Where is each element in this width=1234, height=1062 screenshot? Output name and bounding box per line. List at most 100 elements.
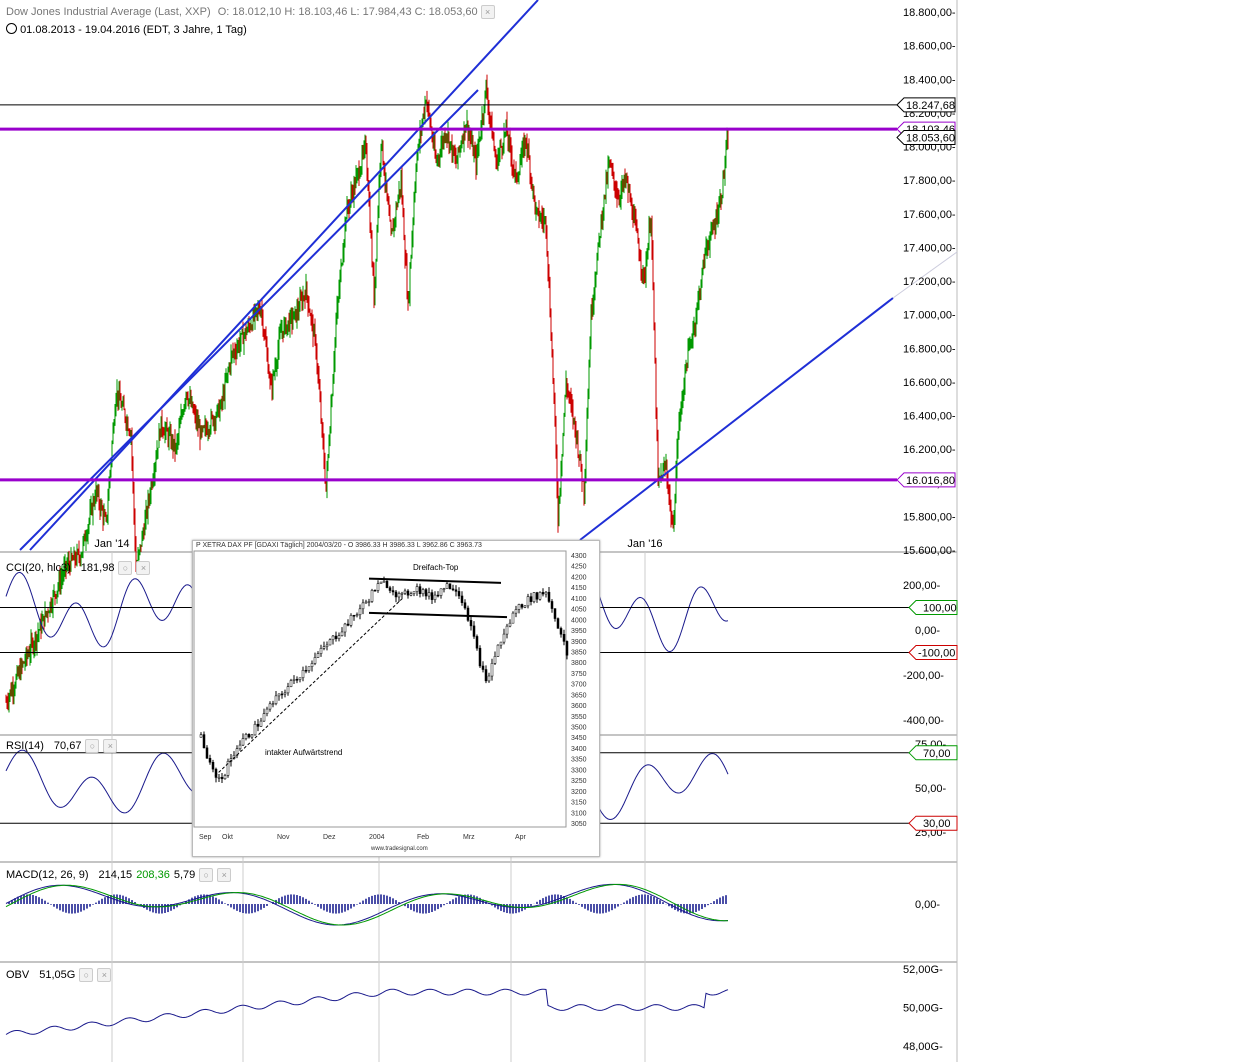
macd-value-2: 5,79 [173,869,196,881]
inset-bar-body [220,776,224,780]
inset-bar-body [544,591,548,595]
inset-bar-body [451,588,455,591]
inset-bar-body [379,581,383,584]
settings-icon[interactable]: ○ [85,739,100,753]
inset-x-tick: Okt [222,834,233,841]
inset-bar-body [268,703,272,710]
macd-title: MACD(12, 26, 9) 214,15 208,36 5,79 ○ × [6,868,232,882]
inset-bar-body [541,592,545,595]
close-icon[interactable]: × [217,868,232,882]
clock-icon [6,23,17,34]
settings-icon[interactable]: ○ [199,868,214,882]
inset-bar-body [202,734,206,749]
level-label-0: 18.247,68 [906,100,955,112]
obv-last-value: 51,05G [39,969,76,981]
inset-x-tick: Dez [323,834,336,841]
inset-bar-body [259,720,263,727]
inset-y-tick: 3250 [571,778,587,785]
rsi-label: RSI(14) [6,740,44,752]
inset-bar-body [511,612,515,624]
obv-pane[interactable] [5,988,729,1035]
inset-y-tick: 3100 [571,810,587,817]
inset-bar-body [358,608,362,616]
inset-x-tick: Nov [277,834,290,841]
inset-y-tick: 4150 [571,585,587,592]
inset-plot: 4300 4250 4200 4150 4100 4050 4000 3950 3900 3850… [193,550,587,852]
cci-level-badge [908,600,958,615]
inset-y-tick: 4050 [571,607,587,614]
rsi-level-label: 70,00 [923,748,951,760]
level-badge-3 [896,472,956,488]
date-range-row: 01.08.2013 - 19.04.2016 (EDT, 3 Jahre, 1… [6,22,247,36]
inset-bar-body [328,639,332,646]
inset-bar-body [199,734,203,738]
inset-bar-body [283,692,287,695]
x-tick-label: Jan '14 [94,538,129,550]
price-tick-label: 17.600,00- [903,209,956,221]
inset-x-tick: Mrz [463,834,475,841]
inset-bar-body [370,590,374,602]
settings-icon[interactable]: ○ [79,968,94,982]
cci-title: CCI(20, hlc3) 181,98 ○ × [6,561,151,575]
inset-bar-body [466,607,470,621]
pane-separators [0,0,958,1062]
inset-bar-body [490,663,494,677]
price-tick-label: 15.800,00- [903,511,956,523]
inset-y-tick: 3800 [571,660,587,667]
inset-x-tick: Apr [515,834,527,841]
inset-bar-body [538,592,542,600]
price-tick-label: 16.200,00- [903,444,956,456]
inset-bar-body [424,589,428,597]
close-icon[interactable]: × [136,561,151,575]
inset-bar-body [532,592,536,602]
inset-bar-body [526,596,530,607]
inset-bar-body [340,631,344,636]
macd-signal-line [5,883,728,926]
inset-bar-body [409,593,413,596]
inset-bar-body [274,695,278,704]
inset-y-tick: 4250 [571,564,587,571]
inset-bar-body [265,708,269,714]
macd-label: MACD(12, 26, 9) [6,869,89,881]
inset-y-tick: 3050 [571,821,587,828]
price-tick-label: 16.800,00- [903,343,956,355]
price-pane[interactable] [0,0,958,713]
rsi-level-badge [908,745,958,761]
rising-support-line [579,297,894,541]
level-labels: 18.247,6818.103,4618.053,6016.016,80100,… [896,97,958,831]
inset-bar-body [523,605,527,608]
inset-bar-body [316,653,320,658]
price-tick-label: 16.400,00- [903,411,956,423]
inset-bar-body [256,723,260,727]
price-tick-label: 18.600,00- [903,41,956,53]
inset-bar-body [382,581,386,583]
cci-label: CCI(20, hlc3) [6,562,71,574]
settings-icon[interactable]: ○ [118,561,133,575]
obv-tick-label: 48,00G- [903,1041,943,1053]
inset-y-tick: 3700 [571,682,587,689]
inset-plot-frame [193,550,567,828]
macd-pane[interactable] [5,883,729,926]
inset-bar-body [292,679,296,681]
inset-y-tick: 3650 [571,692,587,699]
close-icon[interactable]: × [480,5,495,19]
inset-bar-body [319,648,323,654]
inset-bar-body [349,615,353,626]
inset-bar-body [400,592,404,595]
price-tick-label: 17.000,00- [903,310,956,322]
close-icon[interactable]: × [103,739,118,753]
inset-neckline [368,611,508,619]
inset-y-tick: 4200 [571,574,587,581]
cci-tick-label: 200,00- [903,580,941,592]
inset-y-tick: 3850 [571,649,587,656]
inset-bar-body [346,623,350,626]
inset-x-tick: 2004 [369,834,385,841]
inset-y-tick: 3750 [571,671,587,678]
close-icon[interactable]: × [97,968,112,982]
inset-y-tick: 3900 [571,639,587,646]
inset-bar-body [394,591,398,598]
inset-bar-body [325,644,329,647]
inset-bar-body [253,723,257,736]
inset-bar-body [430,592,434,600]
price-axis: 18.800,00-18.600,00-18.400,00-18.200,00-… [94,7,956,1053]
